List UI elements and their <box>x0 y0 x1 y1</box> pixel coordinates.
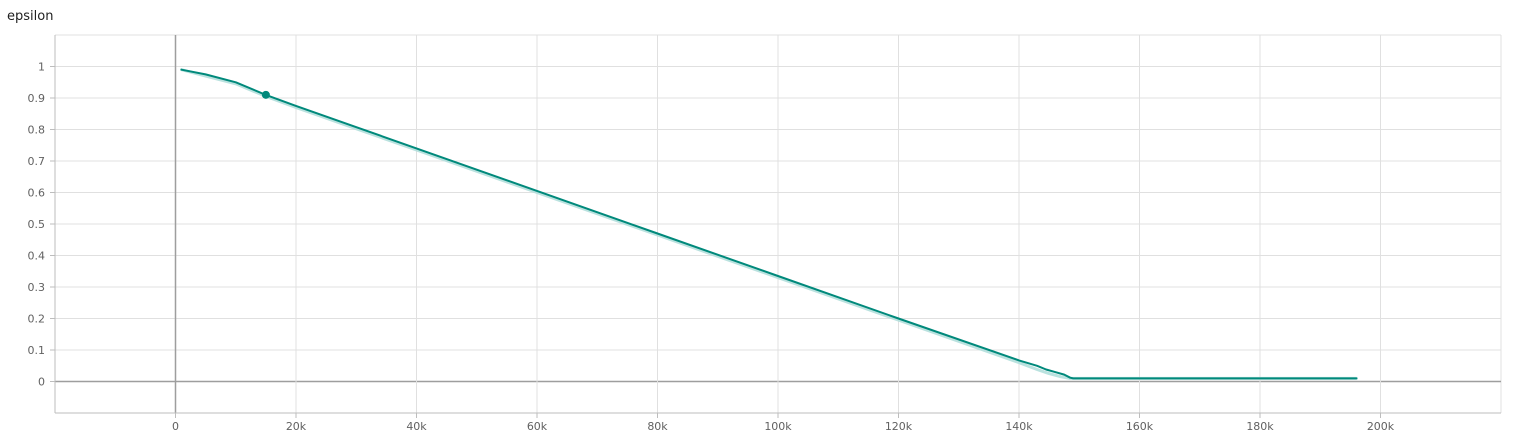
chart-title: epsilon <box>7 9 54 24</box>
y-tick-label: 0.6 <box>28 187 46 200</box>
x-tick-label: 80k <box>647 420 668 433</box>
y-tick-label: 0.8 <box>28 124 46 137</box>
series-group <box>180 68 1358 380</box>
x-tick-label: 60k <box>527 420 548 433</box>
y-tick-label: 0.2 <box>28 313 46 326</box>
series-line-smoothed <box>180 68 1358 380</box>
y-tick-label: 0.4 <box>28 250 46 263</box>
y-tick-label: 0.1 <box>28 344 46 357</box>
y-axis-ticks: 0 0.1 0.2 0.3 0.4 0.5 0.6 0.7 0.8 0.9 1 <box>28 61 55 389</box>
x-tick-label: 0 <box>172 420 179 433</box>
grid <box>55 34 1502 413</box>
x-tick-label: 100k <box>764 420 792 433</box>
x-tick-label: 40k <box>406 420 427 433</box>
x-axis-ticks: 0 20k 40k 60k 80k 100k 120k 140k 160k 180k 200k <box>172 413 1395 433</box>
y-tick-label: 0.5 <box>28 218 46 231</box>
y-tick-label: 0.7 <box>28 155 46 168</box>
y-tick-label: 1 <box>38 61 45 74</box>
x-tick-label: 160k <box>1126 420 1154 433</box>
x-tick-label: 20k <box>286 420 307 433</box>
x-tick-label: 200k <box>1367 420 1395 433</box>
y-tick-label: 0.3 <box>28 281 46 294</box>
highlight-point <box>261 90 270 99</box>
x-tick-label: 180k <box>1246 420 1274 433</box>
x-tick-label: 140k <box>1005 420 1033 433</box>
x-tick-label: 120k <box>885 420 913 433</box>
y-tick-label: 0.9 <box>28 92 46 105</box>
y-tick-label: 0 <box>38 376 45 389</box>
